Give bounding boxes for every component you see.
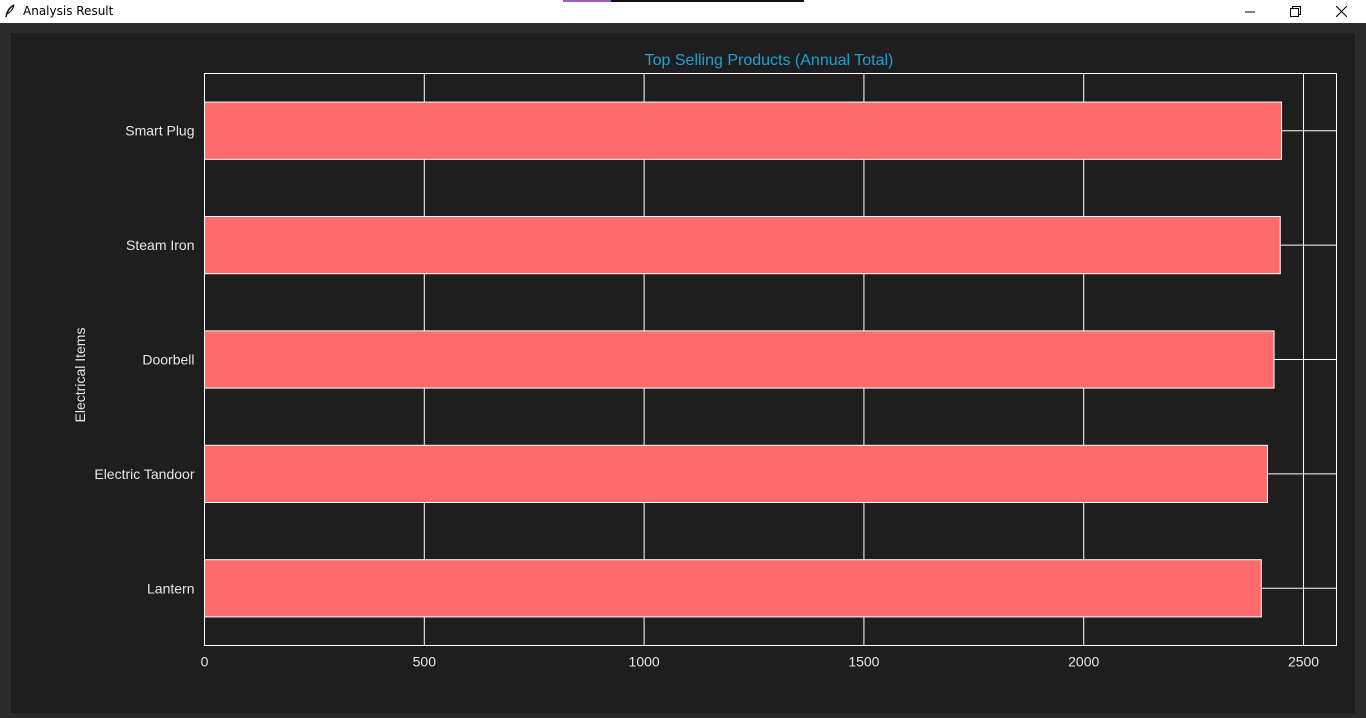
bar-steam-iron bbox=[204, 216, 1281, 275]
bar-electric-tandoor bbox=[204, 444, 1268, 503]
bar-lantern bbox=[204, 559, 1262, 618]
x-tick-label: 500 bbox=[413, 654, 437, 670]
restore-icon bbox=[1289, 6, 1301, 17]
close-button[interactable] bbox=[1318, 0, 1364, 23]
x-tick-label: 1000 bbox=[629, 654, 660, 670]
y-tick-label: Lantern bbox=[147, 580, 194, 596]
x-tick-label: 0 bbox=[201, 654, 209, 670]
taskbar-accent-dark bbox=[611, 0, 804, 2]
x-tick-labels: 0 500 1000 1500 2000 2500 bbox=[201, 654, 1320, 670]
bar-chart: Top Selling Products (Annual Total) Elec… bbox=[72, 52, 1337, 670]
y-tick-label: Electric Tandoor bbox=[94, 466, 194, 482]
x-tick-label: 2500 bbox=[1288, 654, 1319, 670]
window-title: Analysis Result bbox=[23, 4, 114, 18]
feather-icon bbox=[5, 4, 15, 18]
window-titlebar: Analysis Result bbox=[0, 0, 1366, 23]
taskbar-accent-purple bbox=[563, 0, 611, 2]
y-tick-labels: Smart Plug Steam Iron Doorbell Electric Tan… bbox=[94, 123, 194, 597]
y-tick-label: Doorbell bbox=[142, 352, 194, 368]
bars bbox=[204, 101, 1283, 618]
chart-figure: Top Selling Products (Annual Total) Elec… bbox=[11, 33, 1355, 713]
y-tick-label: Steam Iron bbox=[126, 237, 194, 253]
restore-button[interactable] bbox=[1272, 0, 1318, 23]
close-icon bbox=[1335, 6, 1347, 17]
plot-frame bbox=[204, 73, 1337, 646]
y-axis-label: Electrical Items bbox=[72, 328, 88, 423]
x-tick-label: 2000 bbox=[1068, 654, 1099, 670]
bar-doorbell bbox=[204, 330, 1275, 389]
chart-title: Top Selling Products (Annual Total) bbox=[645, 52, 894, 69]
x-tick-label: 1500 bbox=[848, 654, 879, 670]
minimize-icon bbox=[1245, 11, 1255, 12]
minimize-button[interactable] bbox=[1227, 0, 1273, 23]
y-tick-label: Smart Plug bbox=[125, 123, 194, 139]
bar-smart-plug bbox=[204, 101, 1283, 160]
